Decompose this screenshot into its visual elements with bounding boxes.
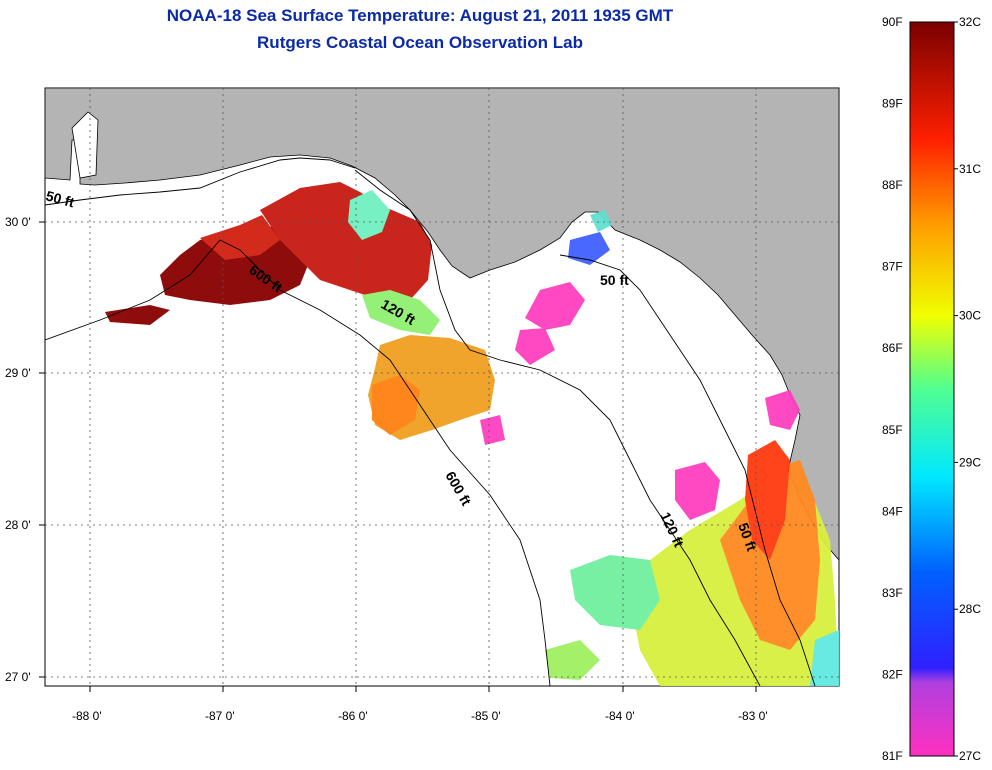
sst-patch-magenta-offshore — [480, 415, 505, 445]
sst-patch-green-sw-shelf — [570, 555, 660, 630]
map-subtitle: Rutgers Coastal Ocean Observation Lab — [257, 33, 583, 52]
sst-patch-red-west — [200, 215, 280, 260]
colorbar-gradient — [909, 21, 955, 757]
sst-patch-magenta-shelf-edge — [675, 462, 720, 520]
contour-label-50ft-west: 50 ft — [44, 187, 76, 210]
land-area — [45, 88, 839, 561]
lon-tick-label: -83 0' — [738, 709, 768, 723]
contour-50ft-east — [559, 254, 816, 686]
sst-patch-orange-core — [372, 375, 420, 435]
lon-tick-label: -86 0' — [338, 709, 368, 723]
lat-tick-label: 27 0' — [5, 670, 31, 684]
lat-tick-label: 28 0' — [5, 518, 31, 532]
sst-patch-cyan-bigbend — [590, 210, 612, 232]
colorbar-fahrenheit-label: 86F — [882, 341, 903, 355]
sst-patch-magenta-nature-coast — [765, 390, 800, 430]
colorbar-fahrenheit-label: 87F — [882, 260, 903, 274]
lat-tick-label: 30 0' — [5, 215, 31, 229]
map-title: NOAA-18 Sea Surface Temperature: August … — [166, 6, 674, 25]
colorbar-celsius-label: 31C — [959, 162, 981, 176]
contour-label-50ft-bigbend: 50 ft — [600, 272, 629, 288]
colorbar-fahrenheit-label: 81F — [882, 749, 903, 763]
lon-tick-label: -85 0' — [471, 709, 501, 723]
sst-patch-magenta-bigbend-2 — [515, 328, 555, 365]
colorbar-fahrenheit-label: 88F — [882, 178, 903, 192]
sst-patch-western-tail — [105, 305, 170, 325]
lon-tick-label: -88 0' — [72, 709, 102, 723]
colorbar-fahrenheit-labels: 90F 89F 88F 87F 86F 85F 84F 83F 82F 81F — [882, 15, 903, 763]
sst-patch-cyan-panhandle — [348, 190, 390, 240]
contour-600ft — [45, 239, 551, 686]
colorbar-fahrenheit-label: 82F — [882, 667, 903, 681]
colorbar-fahrenheit-label: 83F — [882, 586, 903, 600]
sst-patch-red-coastal — [745, 440, 790, 560]
graticule — [45, 88, 839, 686]
colorbar-fahrenheit-label: 89F — [882, 97, 903, 111]
lon-tick-label: -87 0' — [205, 709, 235, 723]
sst-patch-blue-bigbend — [568, 232, 610, 265]
contour-50ft-west — [45, 157, 356, 206]
lat-tick-label: 29 0' — [5, 366, 31, 380]
sst-patch-cyan-south — [810, 630, 839, 686]
sst-patch-green-south — [545, 640, 600, 680]
bathymetry-contours — [45, 157, 816, 686]
sst-patch-green-shelf — [362, 290, 440, 335]
colorbar-celsius-label: 32C — [959, 15, 981, 29]
colorbar: 90F 89F 88F 87F 86F 85F 84F 83F 82F 81F 32C 31C 30C… — [882, 15, 981, 763]
colorbar-celsius-label: 29C — [959, 455, 981, 469]
colorbar-fahrenheit-label: 85F — [882, 423, 903, 437]
axis-ticks — [39, 221, 757, 692]
sst-patch-magenta-bigbend-1 — [525, 282, 585, 330]
colorbar-celsius-label: 30C — [959, 309, 981, 323]
colorbar-celsius-label: 27C — [959, 749, 981, 763]
contour-120ft — [354, 169, 761, 686]
colorbar-celsius-label: 28C — [959, 602, 981, 616]
mobile-bay — [71, 111, 99, 179]
sst-patches — [105, 182, 839, 686]
colorbar-fahrenheit-label: 90F — [882, 15, 903, 29]
colorbar-fahrenheit-label: 84F — [882, 504, 903, 518]
lon-tick-label: -84 0' — [605, 709, 635, 723]
colorbar-celsius-labels: 32C 31C 30C 29C 28C 27C — [954, 15, 981, 763]
